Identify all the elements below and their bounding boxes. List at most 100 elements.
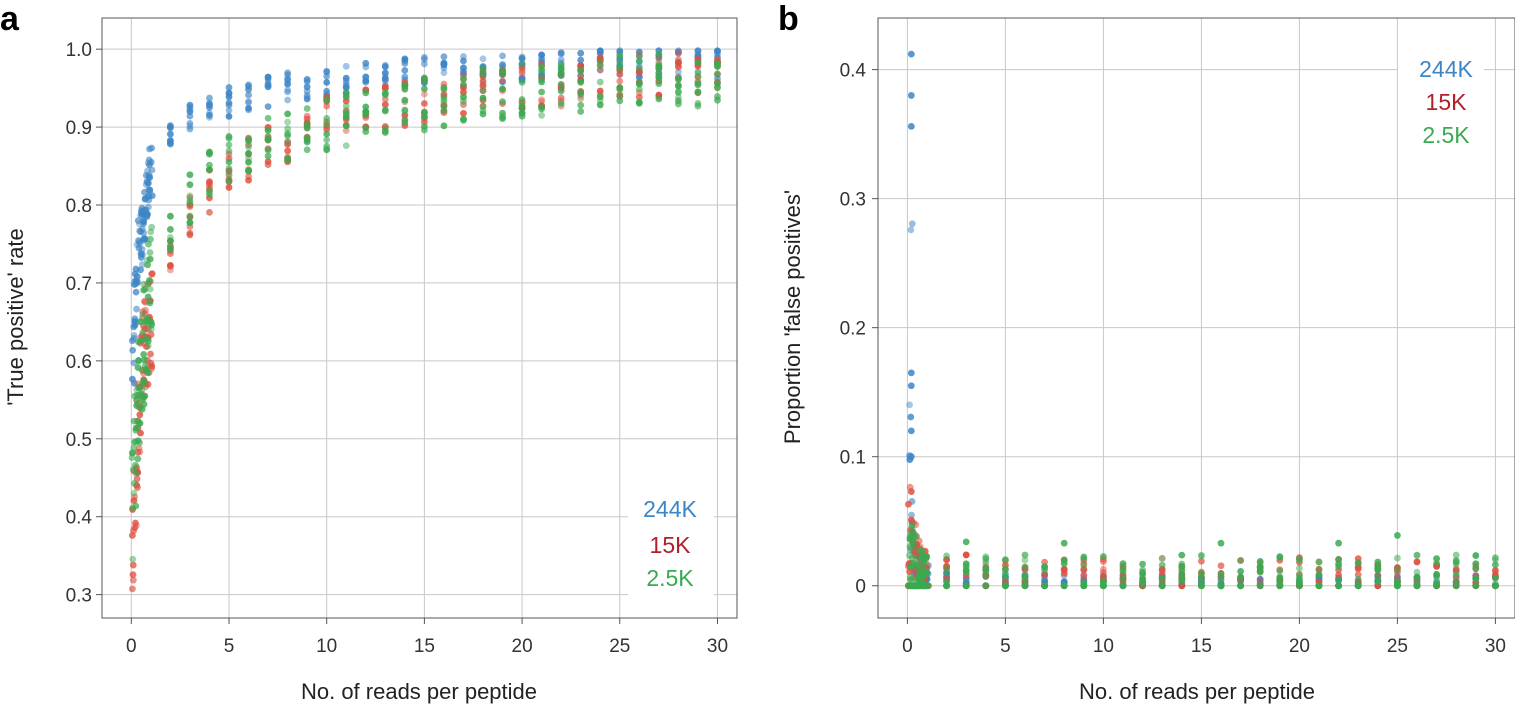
- panel-b-ylabel: Proportion 'false positives': [780, 190, 805, 444]
- panel-a-point-244k: [420, 54, 428, 61]
- panel-b-ytick-label: 0.4: [840, 61, 867, 82]
- panel-b-point-2-5k: [1002, 582, 1009, 590]
- panel-a-point-244k: [245, 83, 252, 90]
- panel-b-point-15k: [905, 500, 912, 508]
- panel-b-point-15k: [1100, 558, 1107, 565]
- panel-a-point-2-5k: [577, 101, 585, 109]
- panel-b-point-2-5k: [1139, 582, 1146, 590]
- panel-a-point-2-5k: [264, 146, 272, 154]
- panel-a-point-15k: [206, 181, 213, 189]
- panel-a-point-2-5k: [186, 181, 194, 189]
- panel-b-point-2-5k: [1354, 582, 1362, 590]
- panel-a-point-244k: [148, 144, 156, 152]
- panel-a-point-2-5k: [362, 124, 370, 132]
- panel-b-point-2-5k: [1315, 571, 1323, 579]
- panel-b-point-2-5k: [1354, 575, 1362, 583]
- panel-a-point-15k: [479, 82, 487, 89]
- panel-b-point-2-5k: [1198, 573, 1205, 581]
- panel-a-point-244k: [166, 122, 174, 130]
- panel-a-point-15k: [674, 63, 682, 71]
- panel-b-point-2-5k: [1452, 557, 1460, 564]
- panel-a-point-2-5k: [146, 249, 154, 256]
- panel-a-point-244k: [440, 53, 448, 61]
- panel-a-point-2-5k: [146, 299, 154, 307]
- panel-a-point-2-5k: [596, 101, 604, 109]
- panel-b-point-2-5k: [1139, 560, 1146, 568]
- panel-b-point-15k: [1060, 569, 1068, 577]
- panel-b-point-2-5k: [1100, 582, 1107, 590]
- panel-a-point-244k: [225, 99, 233, 107]
- panel-a-point-15k: [284, 147, 292, 155]
- panel-a-point-2-5k: [146, 255, 154, 263]
- panel-a-point-2-5k: [166, 246, 174, 254]
- panel-a-point-2-5k: [264, 136, 272, 144]
- panel-b-point-2-5k: [1433, 555, 1440, 562]
- panel-a-xticks: 0 5 10 15 20 25 30: [126, 618, 728, 657]
- panel-a-point-2-5k: [140, 351, 148, 358]
- panel-a-point-2-5k: [499, 98, 506, 105]
- panel-b-point-244k: [907, 226, 915, 234]
- panel-a-point-15k: [381, 82, 389, 90]
- panel-a-point-244k: [460, 64, 467, 72]
- panel-b-point-2-5k: [1276, 567, 1284, 575]
- panel-b-point-244k: [906, 401, 913, 409]
- panel-b-point-2-5k: [1276, 573, 1284, 581]
- panel-b-point-2-5k: [1198, 582, 1205, 590]
- panel-a-point-2-5k: [264, 152, 272, 160]
- panel-b-point-2-5k: [1158, 561, 1166, 569]
- panel-a-point-2-5k: [147, 235, 154, 243]
- panel-a-point-2-5k: [714, 84, 721, 92]
- panel-b-point-15k: [907, 488, 915, 495]
- panel-a-point-244k: [342, 74, 350, 82]
- panel-a-point-2-5k: [616, 97, 624, 105]
- panel-b-point-2-5k: [962, 563, 970, 570]
- panel-a-point-244k: [140, 235, 148, 243]
- panel-b-point-2-5k: [943, 552, 950, 560]
- panel-a-point-2-5k: [538, 105, 546, 113]
- panel-b-point-2-5k: [1472, 565, 1480, 573]
- panel-b-point-2-5k: [1041, 582, 1048, 590]
- panel-b-point-2-5k: [1492, 561, 1499, 569]
- panel-a-point-2-5k: [284, 110, 292, 118]
- panel-a-point-2-5k: [479, 107, 487, 115]
- panel-a-point-244k: [284, 88, 292, 96]
- panel-b-point-2-5k: [1492, 574, 1499, 582]
- panel-a-point-244k: [225, 93, 233, 101]
- panel-a-point-244k: [133, 273, 141, 280]
- panel-b-point-2-5k: [1413, 551, 1421, 559]
- panel-a-point-244k: [148, 166, 156, 174]
- panel-a-point-2-5k: [130, 480, 138, 487]
- panel-a-point-2-5k: [140, 400, 148, 408]
- panel-a-point-2-5k: [303, 120, 311, 128]
- panel-b-point-2-5k: [1335, 539, 1342, 547]
- panel-b-ytick-label: 0: [855, 577, 866, 598]
- panel-a-point-2-5k: [440, 122, 448, 130]
- panel-a-point-2-5k: [225, 147, 233, 155]
- panel-a-point-2-5k: [616, 63, 624, 71]
- panel-a-point-2-5k: [655, 95, 663, 103]
- panel-a-point-2-5k: [130, 444, 138, 452]
- panel-a-point-2-5k: [225, 141, 233, 149]
- panel-b-point-2-5k: [1080, 579, 1088, 586]
- panel-a-point-2-5k: [635, 85, 643, 93]
- panel-a-point-15k: [186, 231, 194, 239]
- panel-a-point-2-5k: [225, 170, 233, 178]
- panel-a-point-2-5k: [133, 402, 141, 410]
- panel-a-point-2-5k: [264, 146, 272, 154]
- panel-b-point-2-5k: [1256, 557, 1264, 565]
- panel-a-point-2-5k: [616, 58, 624, 65]
- panel-a-legend-box: [628, 492, 714, 596]
- panel-a-point-244k: [148, 192, 156, 200]
- panel-b-point-2-5k: [1178, 560, 1186, 568]
- panel-b-legend-box: [1398, 50, 1484, 154]
- panel-a-point-2-5k: [323, 136, 331, 144]
- panel-a-point-2-5k: [557, 65, 565, 73]
- panel-b-point-15k: [1256, 576, 1264, 584]
- panel-a-point-15k: [518, 64, 526, 72]
- panel-b-point-15k: [1413, 558, 1421, 566]
- panel-a-point-2-5k: [479, 70, 487, 78]
- panel-b-point-2-5k: [962, 582, 970, 590]
- panel-a-point-2-5k: [479, 86, 487, 94]
- panel-b-point-2-5k: [1060, 582, 1068, 590]
- panel-b-point-2-5k: [1119, 560, 1127, 568]
